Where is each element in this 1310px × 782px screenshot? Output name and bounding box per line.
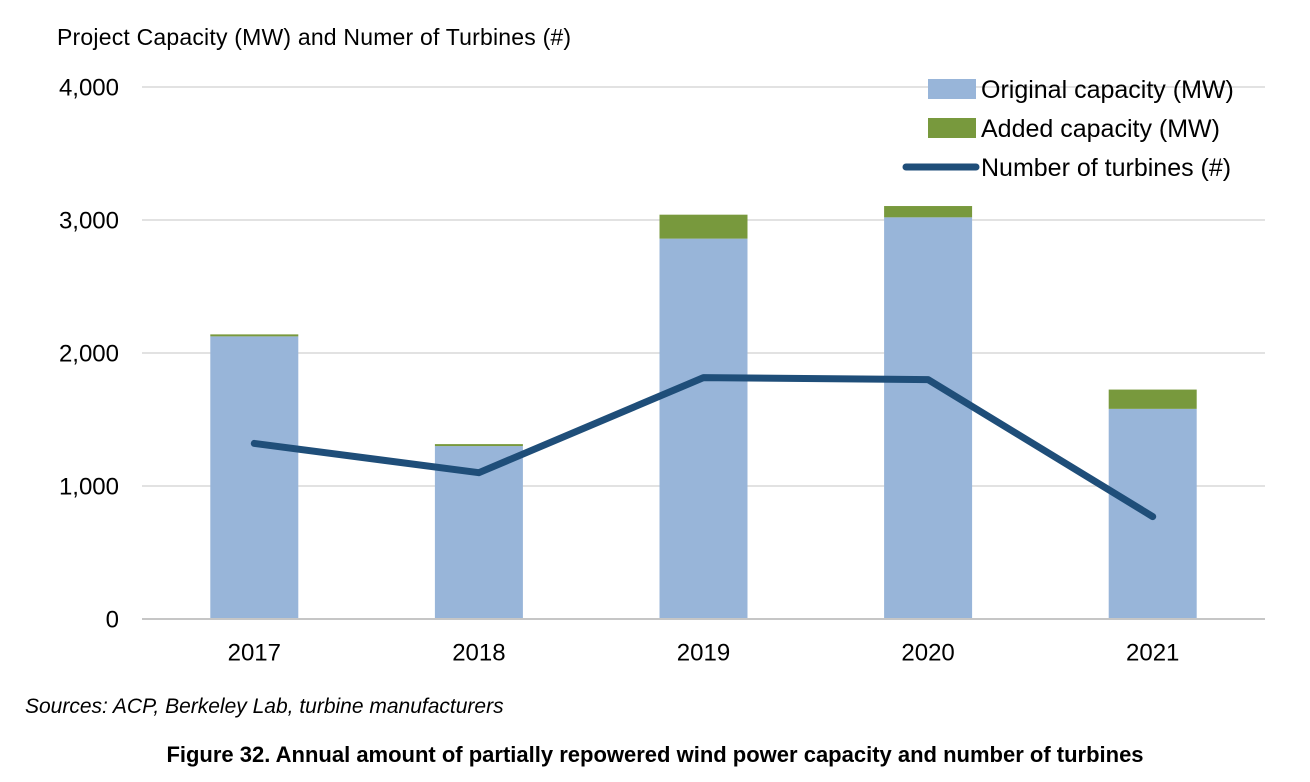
legend-label: Original capacity (MW) (981, 76, 1234, 104)
x-tick-label-2020: 2020 (901, 640, 954, 667)
legend-swatch-original-capacity (928, 79, 976, 99)
x-tick-label-2017: 2017 (228, 640, 281, 667)
y-tick-label: 4,000 (59, 75, 119, 102)
bar-added-2020 (884, 206, 973, 218)
figure-caption: Figure 32. Annual amount of partially re… (166, 742, 1144, 767)
legend-swatch-added-capacity (928, 118, 976, 138)
x-tick-label-2019: 2019 (677, 640, 730, 667)
y-tick-label: 2,000 (59, 341, 119, 368)
bar-added-2021 (1108, 389, 1197, 409)
y-tick-label: 0 (106, 607, 119, 634)
legend-label: Number of turbines (#) (981, 154, 1231, 182)
bar-original-2020 (884, 217, 973, 619)
x-tick-label-2021: 2021 (1126, 640, 1179, 667)
bar-added-2017 (210, 334, 299, 337)
bar-original-2017 (210, 336, 299, 619)
bar-added-2018 (434, 444, 523, 447)
sources-note: Sources: ACP, Berkeley Lab, turbine manu… (25, 695, 504, 718)
bar-original-2019 (659, 238, 748, 619)
bar-added-2019 (659, 214, 748, 239)
chart-title: Project Capacity (MW) and Numer of Turbi… (57, 24, 572, 50)
y-tick-label: 1,000 (59, 474, 119, 501)
turbines-line (250, 374, 1157, 521)
legend-label: Added capacity (MW) (981, 115, 1220, 143)
capacity-turbines-chart: 0 1,000 2,000 3,000 4,000 2017 2018 2019 2020 202… (59, 75, 1265, 667)
y-tick-label: 3,000 (59, 208, 119, 235)
x-tick-label-2018: 2018 (452, 640, 505, 667)
